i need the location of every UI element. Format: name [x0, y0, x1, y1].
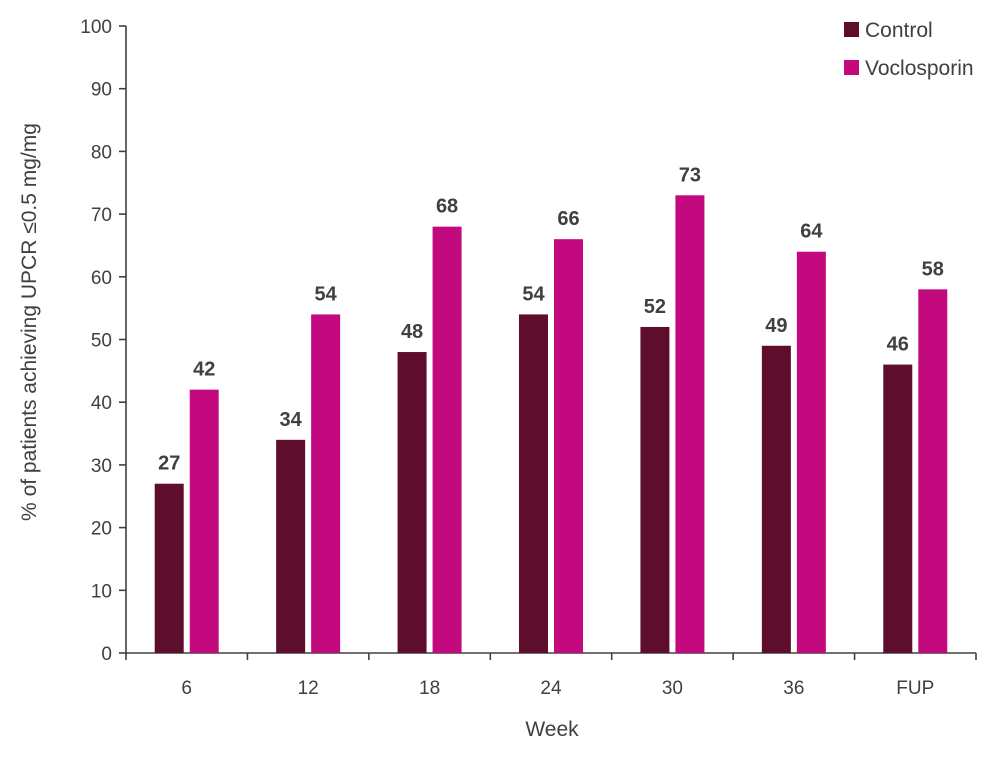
data-label-voclosporin: 64 — [800, 221, 823, 243]
bar-voclosporin — [311, 314, 341, 653]
y-tick-label: 40 — [91, 393, 112, 414]
x-tick-label: 24 — [540, 678, 562, 699]
bar-voclosporin — [796, 251, 826, 653]
y-tick-label: 60 — [91, 268, 112, 289]
x-tick-label: 12 — [298, 678, 319, 699]
x-tick-label: 18 — [419, 678, 440, 699]
data-label-control: 48 — [401, 321, 423, 343]
bar-voclosporin — [189, 389, 219, 653]
data-labels: 27 42 34 54 48 68 54 66 52 73 49 64 46 58 — [158, 164, 944, 474]
y-tick-label: 100 — [80, 17, 112, 38]
bar-voclosporin — [675, 195, 705, 654]
bar-control — [397, 352, 427, 653]
data-label-control: 49 — [765, 315, 787, 337]
legend-swatch-voclosporin — [844, 60, 859, 75]
bar-voclosporin — [918, 289, 948, 653]
bar-control — [640, 326, 670, 653]
y-tick-label: 10 — [91, 581, 112, 602]
x-tick-label: 30 — [662, 678, 683, 699]
x-axis-title: Week — [525, 718, 579, 741]
data-label-voclosporin: 68 — [436, 196, 458, 218]
bar-control — [154, 483, 184, 653]
data-label-control: 46 — [887, 334, 909, 356]
legend-swatch-control — [844, 22, 859, 37]
y-axis-title: % of patients achieving UPCR ≤0.5 mg/mg — [18, 123, 41, 521]
y-tick-label: 0 — [101, 644, 112, 665]
bars — [154, 195, 948, 654]
data-label-control: 34 — [280, 409, 303, 431]
bar-control — [276, 439, 306, 653]
bar-control — [761, 345, 791, 653]
data-label-control: 52 — [644, 296, 666, 318]
data-label-voclosporin: 73 — [679, 164, 701, 186]
y-tick-label: 30 — [91, 456, 112, 477]
y-tick-label: 20 — [91, 519, 112, 540]
y-axis: 0 10 20 30 40 50 60 70 80 90 100 — [80, 17, 127, 665]
data-label-voclosporin: 42 — [193, 359, 215, 381]
bar-control — [519, 314, 548, 653]
bar-voclosporin — [554, 239, 583, 653]
legend: Control Voclosporin — [844, 19, 974, 80]
y-tick-label: 50 — [91, 331, 112, 352]
y-tick-label: 70 — [91, 205, 112, 226]
legend-label-control: Control — [865, 19, 933, 42]
data-label-control: 54 — [522, 283, 545, 305]
bar-voclosporin — [432, 226, 462, 653]
x-tick-label: 36 — [783, 678, 804, 699]
x-tick-label: 6 — [181, 678, 192, 699]
y-tick-label: 80 — [91, 142, 112, 163]
x-axis: 6 12 18 24 30 36 FUP — [125, 652, 977, 699]
data-label-control: 27 — [158, 453, 180, 475]
data-label-voclosporin: 58 — [922, 258, 944, 280]
legend-label-voclosporin: Voclosporin — [865, 57, 974, 80]
x-tick-label: FUP — [896, 678, 934, 699]
bar-control — [883, 364, 913, 653]
data-label-voclosporin: 54 — [315, 283, 338, 305]
y-tick-label: 90 — [91, 80, 112, 101]
data-label-voclosporin: 66 — [557, 208, 579, 230]
